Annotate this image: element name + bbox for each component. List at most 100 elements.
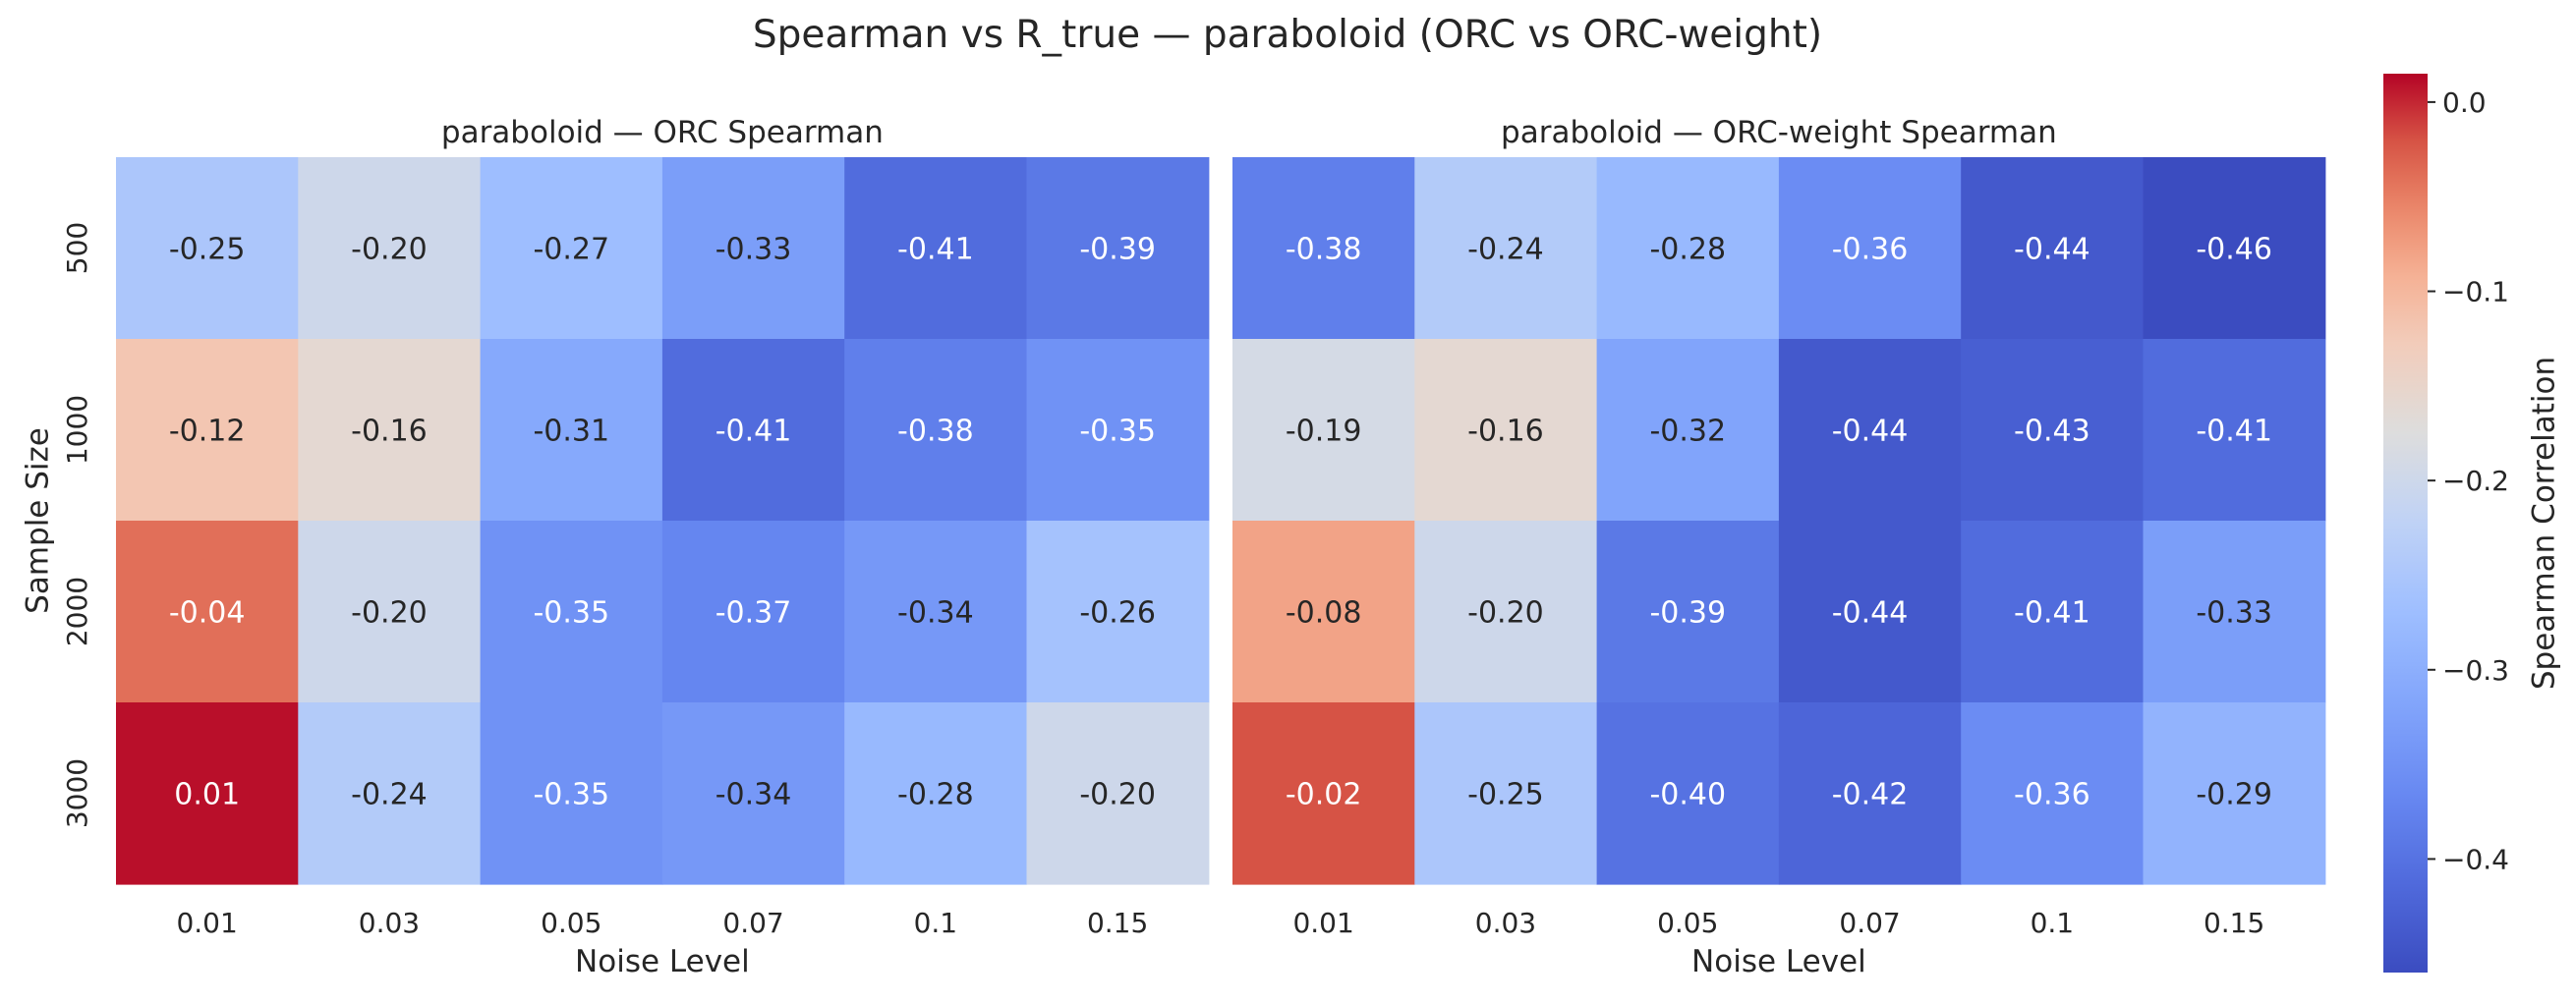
heatmap-cell: [1778, 702, 1962, 885]
heatmap-cell: [298, 521, 482, 703]
cell-value-label: -0.31: [533, 415, 609, 449]
cell-value-label: -0.40: [1649, 778, 1726, 812]
colorbar-label: Spearman Correlation: [2527, 357, 2562, 690]
x-tick-label: 0.05: [1657, 907, 1718, 939]
cell-value-label: -0.34: [716, 778, 792, 812]
heatmap-cell: [1596, 702, 1780, 885]
cell-value-label: -0.44: [2014, 233, 2090, 267]
panel-title: paraboloid — ORC-weight Spearman: [1501, 115, 2057, 150]
heatmap-cell: [480, 157, 663, 340]
cell-value-label: -0.29: [2196, 778, 2272, 812]
heatmap-cell: [1414, 157, 1598, 340]
heatmap-cell: [1961, 339, 2145, 522]
colorbar-tick-label: −0.4: [2442, 843, 2509, 875]
cell-value-label: -0.38: [897, 415, 974, 449]
heatmap-cell: [480, 339, 663, 522]
cell-value-label: -0.04: [169, 596, 246, 631]
heatmap-cell: [1961, 702, 2145, 885]
cell-value-label: -0.28: [897, 778, 974, 812]
cell-value-label: -0.24: [1467, 233, 1544, 267]
x-tick-label: 0.01: [176, 907, 237, 939]
colorbar: 0.0 −0.1 −0.2 −0.3 −0.4 Spearman Correlation: [2383, 74, 2562, 973]
heatmap-cell: [1778, 339, 1962, 522]
cell-value-label: -0.12: [169, 415, 246, 449]
cell-value-label: -0.26: [1079, 596, 1156, 631]
cell-value-label: -0.37: [716, 596, 792, 631]
cell-value-label: -0.35: [533, 596, 609, 631]
cell-value-label: -0.27: [533, 233, 609, 267]
x-tick-label: 0.05: [541, 907, 601, 939]
cell-value-label: -0.36: [1832, 233, 1909, 267]
heatmap-cell: [1026, 702, 1210, 885]
x-tick-label: 0.07: [1839, 907, 1900, 939]
y-tick-label: 1000: [61, 395, 93, 465]
heatmap-cell: [1232, 157, 1415, 340]
x-tick-label: 0.03: [359, 907, 420, 939]
x-tick-label: 0.01: [1292, 907, 1353, 939]
cell-value-label: -0.39: [1649, 596, 1726, 631]
cell-value-label: -0.34: [897, 596, 974, 631]
heatmap-cell: [1414, 702, 1598, 885]
cell-value-label: -0.25: [1467, 778, 1544, 812]
heatmap-cell: [1232, 339, 1415, 522]
y-axis-label: Sample Size: [21, 427, 56, 614]
colorbar-tick-label: −0.1: [2442, 276, 2509, 308]
cell-value-label: -0.33: [716, 233, 792, 267]
cell-value-label: -0.44: [1832, 415, 1909, 449]
heatmap-cell: [298, 702, 482, 885]
colorbar-tick-label: −0.3: [2442, 654, 2509, 687]
cell-value-label: -0.38: [1286, 233, 1362, 267]
panel-title: paraboloid — ORC Spearman: [441, 115, 884, 150]
colorbar-tick-label: −0.2: [2442, 465, 2509, 497]
cell-value-label: -0.19: [1286, 415, 1362, 449]
cell-value-label: -0.20: [1467, 596, 1544, 631]
heatmap-cell: [1414, 521, 1598, 703]
heatmap-cell: [1026, 157, 1210, 340]
cell-value-label: -0.39: [1079, 233, 1156, 267]
cell-value-label: -0.24: [351, 778, 428, 812]
heatmap-cell: [661, 339, 845, 522]
heatmap-cell: [116, 157, 299, 340]
cell-value-label: -0.33: [2196, 596, 2272, 631]
cell-value-label: -0.41: [2014, 596, 2090, 631]
heatmap-cell: [2143, 702, 2326, 885]
heatmap-orc-weight: paraboloid — ORC-weight Spearman -0.38 -0.…: [1232, 115, 2326, 979]
x-axis-label: Noise Level: [1691, 944, 1866, 979]
colorbar-gradient: [2383, 74, 2428, 973]
x-tick-label: 0.03: [1475, 907, 1536, 939]
cell-value-label: 0.01: [174, 778, 240, 812]
heatmap-orc: paraboloid — ORC Spearman -0.25 -0.20 -0.27…: [21, 115, 1210, 979]
x-tick-label: 0.1: [2031, 907, 2075, 939]
y-tick-label: 500: [61, 222, 93, 274]
figure-title: Spearman vs R_true — paraboloid (ORC vs …: [753, 13, 1822, 57]
heatmap-cell: [480, 521, 663, 703]
cell-value-label: -0.20: [351, 233, 428, 267]
colorbar-tick-label: 0.0: [2442, 86, 2487, 119]
x-tick-label: 0.15: [2204, 907, 2264, 939]
cell-value-label: -0.20: [1079, 778, 1156, 812]
cell-value-label: -0.08: [1286, 596, 1362, 631]
heatmap-cell: [116, 521, 299, 703]
cell-value-label: -0.41: [2196, 415, 2272, 449]
x-axis-label: Noise Level: [575, 944, 750, 979]
cell-value-label: -0.43: [2014, 415, 2090, 449]
heatmap-cell: [1596, 157, 1780, 340]
heatmap-cell: [2143, 339, 2326, 522]
heatmap-cell: [1778, 157, 1962, 340]
heatmap-cell: [661, 521, 845, 703]
heatmap-cell: [1232, 521, 1415, 703]
heatmap-cell: [116, 702, 299, 885]
cell-value-label: -0.20: [351, 596, 428, 631]
cell-value-label: -0.41: [716, 415, 792, 449]
heatmap-cell: [116, 339, 299, 522]
heatmap-cell: [1596, 339, 1780, 522]
cell-value-label: -0.32: [1649, 415, 1726, 449]
heatmap-cell: [1778, 521, 1962, 703]
x-tick-label: 0.15: [1087, 907, 1148, 939]
heatmap-cell: [661, 157, 845, 340]
heatmap-cell: [1961, 521, 2145, 703]
heatmap-cell: [1232, 702, 1415, 885]
x-tick-label: 0.07: [722, 907, 783, 939]
cell-value-label: -0.42: [1832, 778, 1909, 812]
